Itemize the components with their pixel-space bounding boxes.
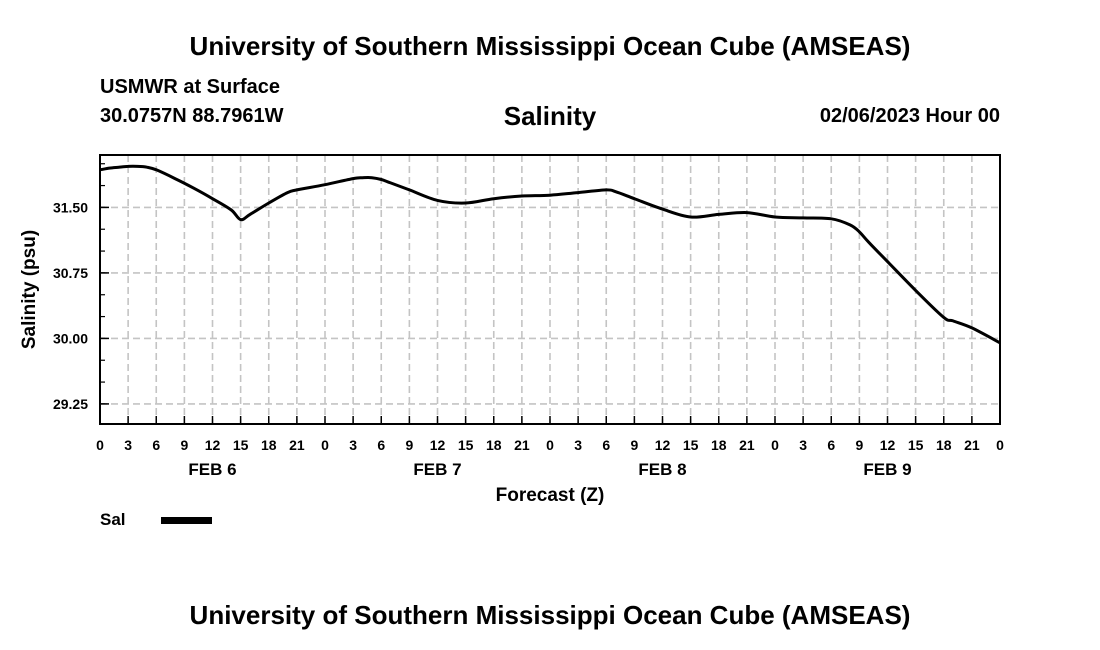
x-axis-title: Forecast (Z) [496,485,605,506]
y-tick-label: 31.50 [53,199,88,215]
x-tick-label: 12 [430,437,446,453]
x-tick-label: 0 [771,437,779,453]
x-tick-label: 6 [152,437,160,453]
legend-swatch [161,517,212,524]
x-tick-label: 9 [630,437,638,453]
y-axis-title: Salinity (psu) [19,230,40,349]
grid-lines [100,155,1000,424]
day-label: FEB 6 [188,460,236,479]
footer-title: University of Southern Mississippi Ocean… [189,600,911,630]
x-tick-label: 3 [349,437,357,453]
x-tick-label: 18 [261,437,277,453]
axis-labels: 0 3 6 9 12 15 18 21 0 3 6 9 12 15 18 21 0 3 6 9 12 15 18 21 0 3 6 9… [19,199,1004,506]
x-tick-label: 9 [180,437,188,453]
x-tick-label: 12 [880,437,896,453]
station-label: USMWR at Surface [100,76,281,98]
x-tick-label: 3 [574,437,582,453]
x-tick-label: 9 [855,437,863,453]
x-tick-label: 21 [289,437,305,453]
series-layer [99,164,1001,345]
variable-title: Salinity [503,101,597,131]
y-tick-label: 29.25 [53,396,88,412]
x-tick-label: 21 [739,437,755,453]
x-tick-label: 0 [96,437,104,453]
x-tick-label: 0 [321,437,329,453]
day-label: FEB 9 [863,460,911,479]
x-tick-label: 15 [683,437,699,453]
x-tick-label: 3 [124,437,132,453]
x-tick-label: 12 [205,437,221,453]
x-tick-label: 15 [908,437,924,453]
axis-ticks [99,163,1001,424]
x-tick-label: 18 [711,437,727,453]
x-tick-label: 6 [602,437,610,453]
day-label: FEB 7 [413,460,461,479]
x-tick-label: 18 [936,437,952,453]
x-tick-label: 9 [405,437,413,453]
x-tick-label: 21 [514,437,530,453]
series-line-sal [99,164,1001,345]
x-tick-label: 15 [233,437,249,453]
forecast-datetime: 02/06/2023 Hour 00 [819,105,1000,127]
x-tick-label: 6 [827,437,835,453]
x-tick-label: 21 [964,437,980,453]
x-tick-label: 6 [377,437,385,453]
station-coordinates: 30.0757N 88.7961W [100,105,284,127]
x-tick-label: 15 [458,437,474,453]
x-tick-label: 0 [996,437,1004,453]
x-tick-label: 3 [799,437,807,453]
chart-main-title: University of Southern Mississippi Ocean… [189,31,911,61]
day-label: FEB 8 [638,460,686,479]
y-tick-label: 30.00 [53,330,88,346]
x-tick-label: 12 [655,437,671,453]
y-tick-label: 30.75 [53,265,88,281]
legend-label: Sal [100,510,126,529]
x-tick-label: 0 [546,437,554,453]
x-tick-label: 18 [486,437,502,453]
